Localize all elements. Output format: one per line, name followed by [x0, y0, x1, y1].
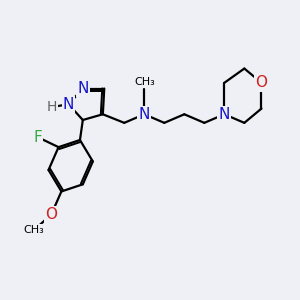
Text: H: H — [46, 100, 57, 114]
Text: N: N — [219, 107, 230, 122]
Text: F: F — [33, 130, 42, 145]
Text: N: N — [139, 107, 150, 122]
Text: O: O — [45, 207, 57, 222]
Text: N: N — [63, 97, 74, 112]
Text: CH₃: CH₃ — [24, 225, 45, 235]
Text: O: O — [256, 75, 268, 90]
Text: CH₃: CH₃ — [134, 77, 155, 87]
Text: H: H — [46, 100, 57, 115]
Text: N: N — [77, 81, 88, 96]
